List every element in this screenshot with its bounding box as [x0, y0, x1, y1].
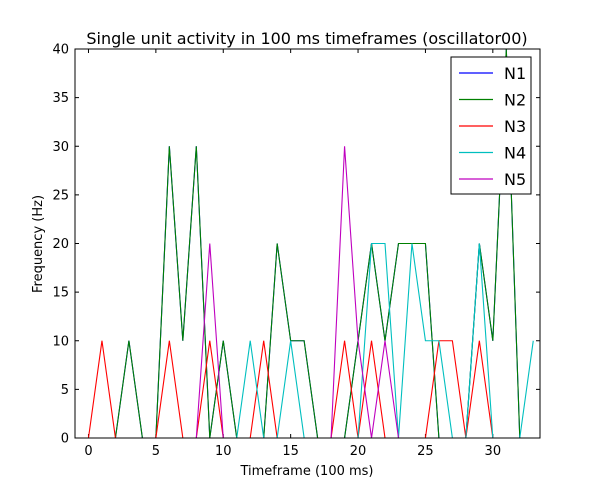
y-tick-label: 20 — [52, 237, 69, 252]
y-tick-label: 30 — [52, 140, 69, 155]
x-tick-label: 5 — [152, 444, 160, 459]
chart-title: Single unit activity in 100 ms timeframe… — [86, 29, 527, 48]
y-axis-label: Frequency (Hz) — [31, 195, 46, 293]
series-line-n4 — [88, 242, 534, 438]
y-tick-label: 40 — [52, 43, 69, 58]
series-line-n3 — [87, 340, 534, 438]
legend-label-n5: N5 — [504, 170, 526, 189]
axis-ticks: 0 5 10 15 20 25 30 0 5 10 15 20 25 30 35 40 — [52, 43, 540, 459]
y-tick-label: 5 — [61, 383, 69, 398]
y-tick-label: 0 — [61, 432, 69, 447]
x-tick-label: 25 — [417, 444, 434, 459]
series-lines — [87, 49, 534, 438]
y-tick-label: 10 — [52, 334, 69, 349]
x-tick-label: 0 — [84, 444, 92, 459]
x-tick-label: 30 — [485, 444, 502, 459]
legend-label-n3: N3 — [504, 117, 526, 136]
y-tick-label: 35 — [52, 91, 69, 106]
plot-frame — [74, 48, 541, 439]
x-tick-label: 15 — [282, 444, 299, 459]
legend-label-n2: N2 — [504, 91, 526, 110]
legend-label-n1: N1 — [504, 64, 526, 83]
legend: N1 N2 N3 N4 N5 — [450, 56, 532, 195]
x-axis-label: Timeframe (100 ms) — [239, 464, 373, 479]
legend-label-n4: N4 — [504, 144, 526, 163]
y-tick-label: 15 — [52, 286, 69, 301]
x-tick-label: 20 — [350, 444, 367, 459]
x-tick-label: 10 — [215, 444, 232, 459]
series-line-n2 — [88, 49, 534, 438]
y-tick-label: 25 — [52, 188, 69, 203]
